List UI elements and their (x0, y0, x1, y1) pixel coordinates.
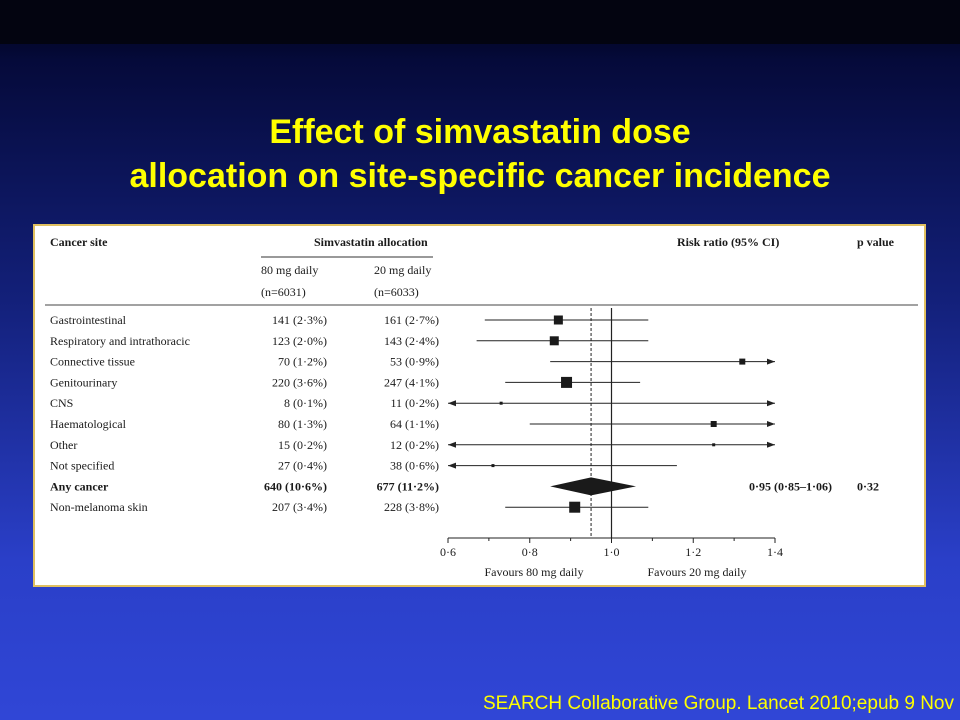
x-axis-tick-label: 0·8 (522, 545, 538, 559)
row-80mg-value: 640 (10·6%) (264, 479, 327, 493)
header-cancer-site: Cancer site (50, 235, 108, 249)
row-80mg-value: 123 (2·0%) (272, 334, 327, 348)
header-group2-line2: (n=6033) (374, 285, 419, 299)
summary-p-value-text: 0·32 (857, 479, 879, 493)
header-group2-line1: 20 mg daily (374, 263, 431, 277)
row-site-label: Other (50, 438, 77, 452)
slide-top-bar (0, 0, 960, 44)
row-site-label: CNS (50, 396, 73, 410)
row-site-label: Genitourinary (50, 375, 117, 389)
row-site-label: Haematological (50, 417, 127, 431)
ci-arrow-right (767, 358, 775, 365)
point-estimate-square (712, 443, 716, 447)
ci-arrow-right (767, 400, 775, 407)
row-site-label: Respiratory and intrathoracic (50, 334, 190, 348)
row-20mg-value: 228 (3·8%) (384, 500, 439, 514)
x-axis-tick-label: 1·4 (767, 545, 783, 559)
row-80mg-value: 141 (2·3%) (272, 313, 327, 327)
row-20mg-value: 53 (0·9%) (390, 355, 439, 369)
favours-80mg-label: Favours 80 mg daily (485, 565, 584, 579)
row-20mg-value: 247 (4·1%) (384, 375, 439, 389)
row-80mg-value: 220 (3·6%) (272, 375, 327, 389)
row-site-label: Non-melanoma skin (50, 500, 148, 514)
point-estimate-square (549, 336, 559, 346)
row-80mg-value: 15 (0·2%) (278, 438, 327, 452)
row-80mg-value: 70 (1·2%) (278, 355, 327, 369)
row-site-label: Gastrointestinal (50, 313, 127, 327)
row-20mg-value: 64 (1·1%) (390, 417, 439, 431)
summary-risk-ratio-text: 0·95 (0·85–1·06) (749, 479, 832, 493)
header-p-value: p value (857, 235, 895, 249)
forest-plot-svg: Cancer site Simvastatin allocation 80 mg… (45, 235, 918, 579)
slide-title-line1: Effect of simvastatin dose (269, 113, 691, 151)
point-estimate-square (569, 501, 581, 513)
forest-plot-panel: Cancer site Simvastatin allocation 80 mg… (33, 224, 926, 587)
point-estimate-square (710, 421, 717, 427)
row-20mg-value: 143 (2·4%) (384, 334, 439, 348)
header-risk-ratio: Risk ratio (95% CI) (677, 235, 779, 249)
row-20mg-value: 11 (0·2%) (390, 396, 439, 410)
point-estimate-square (553, 315, 563, 325)
header-group1-line2: (n=6031) (261, 285, 306, 299)
point-estimate-square (499, 401, 503, 405)
point-estimate-square (739, 358, 746, 365)
slide-title-line2: allocation on site-specific cancer incid… (129, 157, 831, 195)
row-20mg-value: 38 (0·6%) (390, 459, 439, 473)
row-20mg-value: 161 (2·7%) (384, 313, 439, 327)
ci-arrow-right (767, 441, 775, 448)
ci-arrow-left (448, 441, 456, 448)
ci-arrow-left (448, 462, 456, 469)
row-site-label: Any cancer (50, 479, 109, 493)
row-80mg-value: 27 (0·4%) (278, 459, 327, 473)
summary-diamond (550, 477, 637, 496)
point-estimate-square (491, 464, 495, 468)
row-80mg-value: 207 (3·4%) (272, 500, 327, 514)
x-axis-tick-label: 1·0 (604, 545, 620, 559)
x-axis-tick-label: 1·2 (685, 545, 701, 559)
point-estimate-square (561, 376, 573, 388)
row-80mg-value: 80 (1·3%) (278, 417, 327, 431)
ci-arrow-left (448, 400, 456, 407)
row-20mg-value: 677 (11·2%) (377, 479, 439, 493)
header-simvastatin-allocation: Simvastatin allocation (314, 235, 428, 249)
header-group1-line1: 80 mg daily (261, 263, 318, 277)
row-80mg-value: 8 (0·1%) (284, 396, 327, 410)
row-site-label: Connective tissue (50, 355, 135, 369)
axis-layer: 0·6 0·8 1·0 1·2 1·4 Favours 80 mg daily Favour… (440, 537, 783, 579)
citation: SEARCH Collaborative Group. Lancet 2010;… (482, 693, 954, 714)
row-site-label: Not specified (50, 459, 114, 473)
ci-arrow-right (767, 421, 775, 427)
row-20mg-value: 12 (0·2%) (390, 438, 439, 452)
x-axis-tick-label: 0·6 (440, 545, 456, 559)
favours-20mg-label: Favours 20 mg daily (648, 565, 747, 579)
rows-layer: Gastrointestinal 141 (2·3%) 161 (2·7%) Resp… (50, 308, 879, 538)
